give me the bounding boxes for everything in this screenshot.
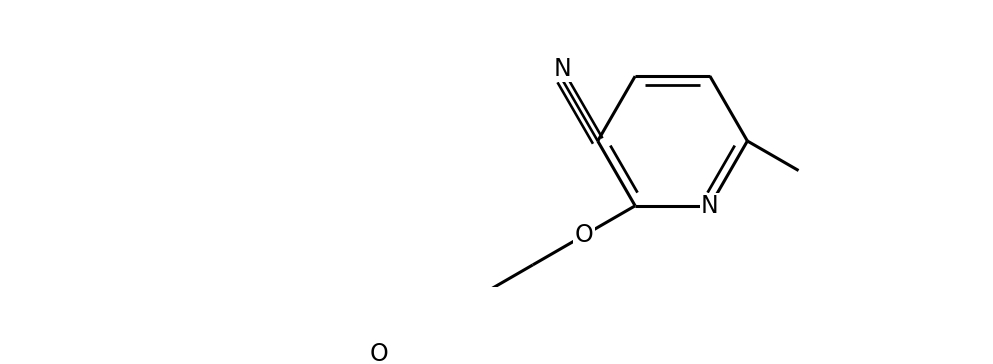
Text: N: N — [553, 56, 571, 80]
Text: N: N — [701, 194, 719, 218]
Text: O: O — [575, 223, 594, 248]
Text: O: O — [370, 341, 388, 364]
